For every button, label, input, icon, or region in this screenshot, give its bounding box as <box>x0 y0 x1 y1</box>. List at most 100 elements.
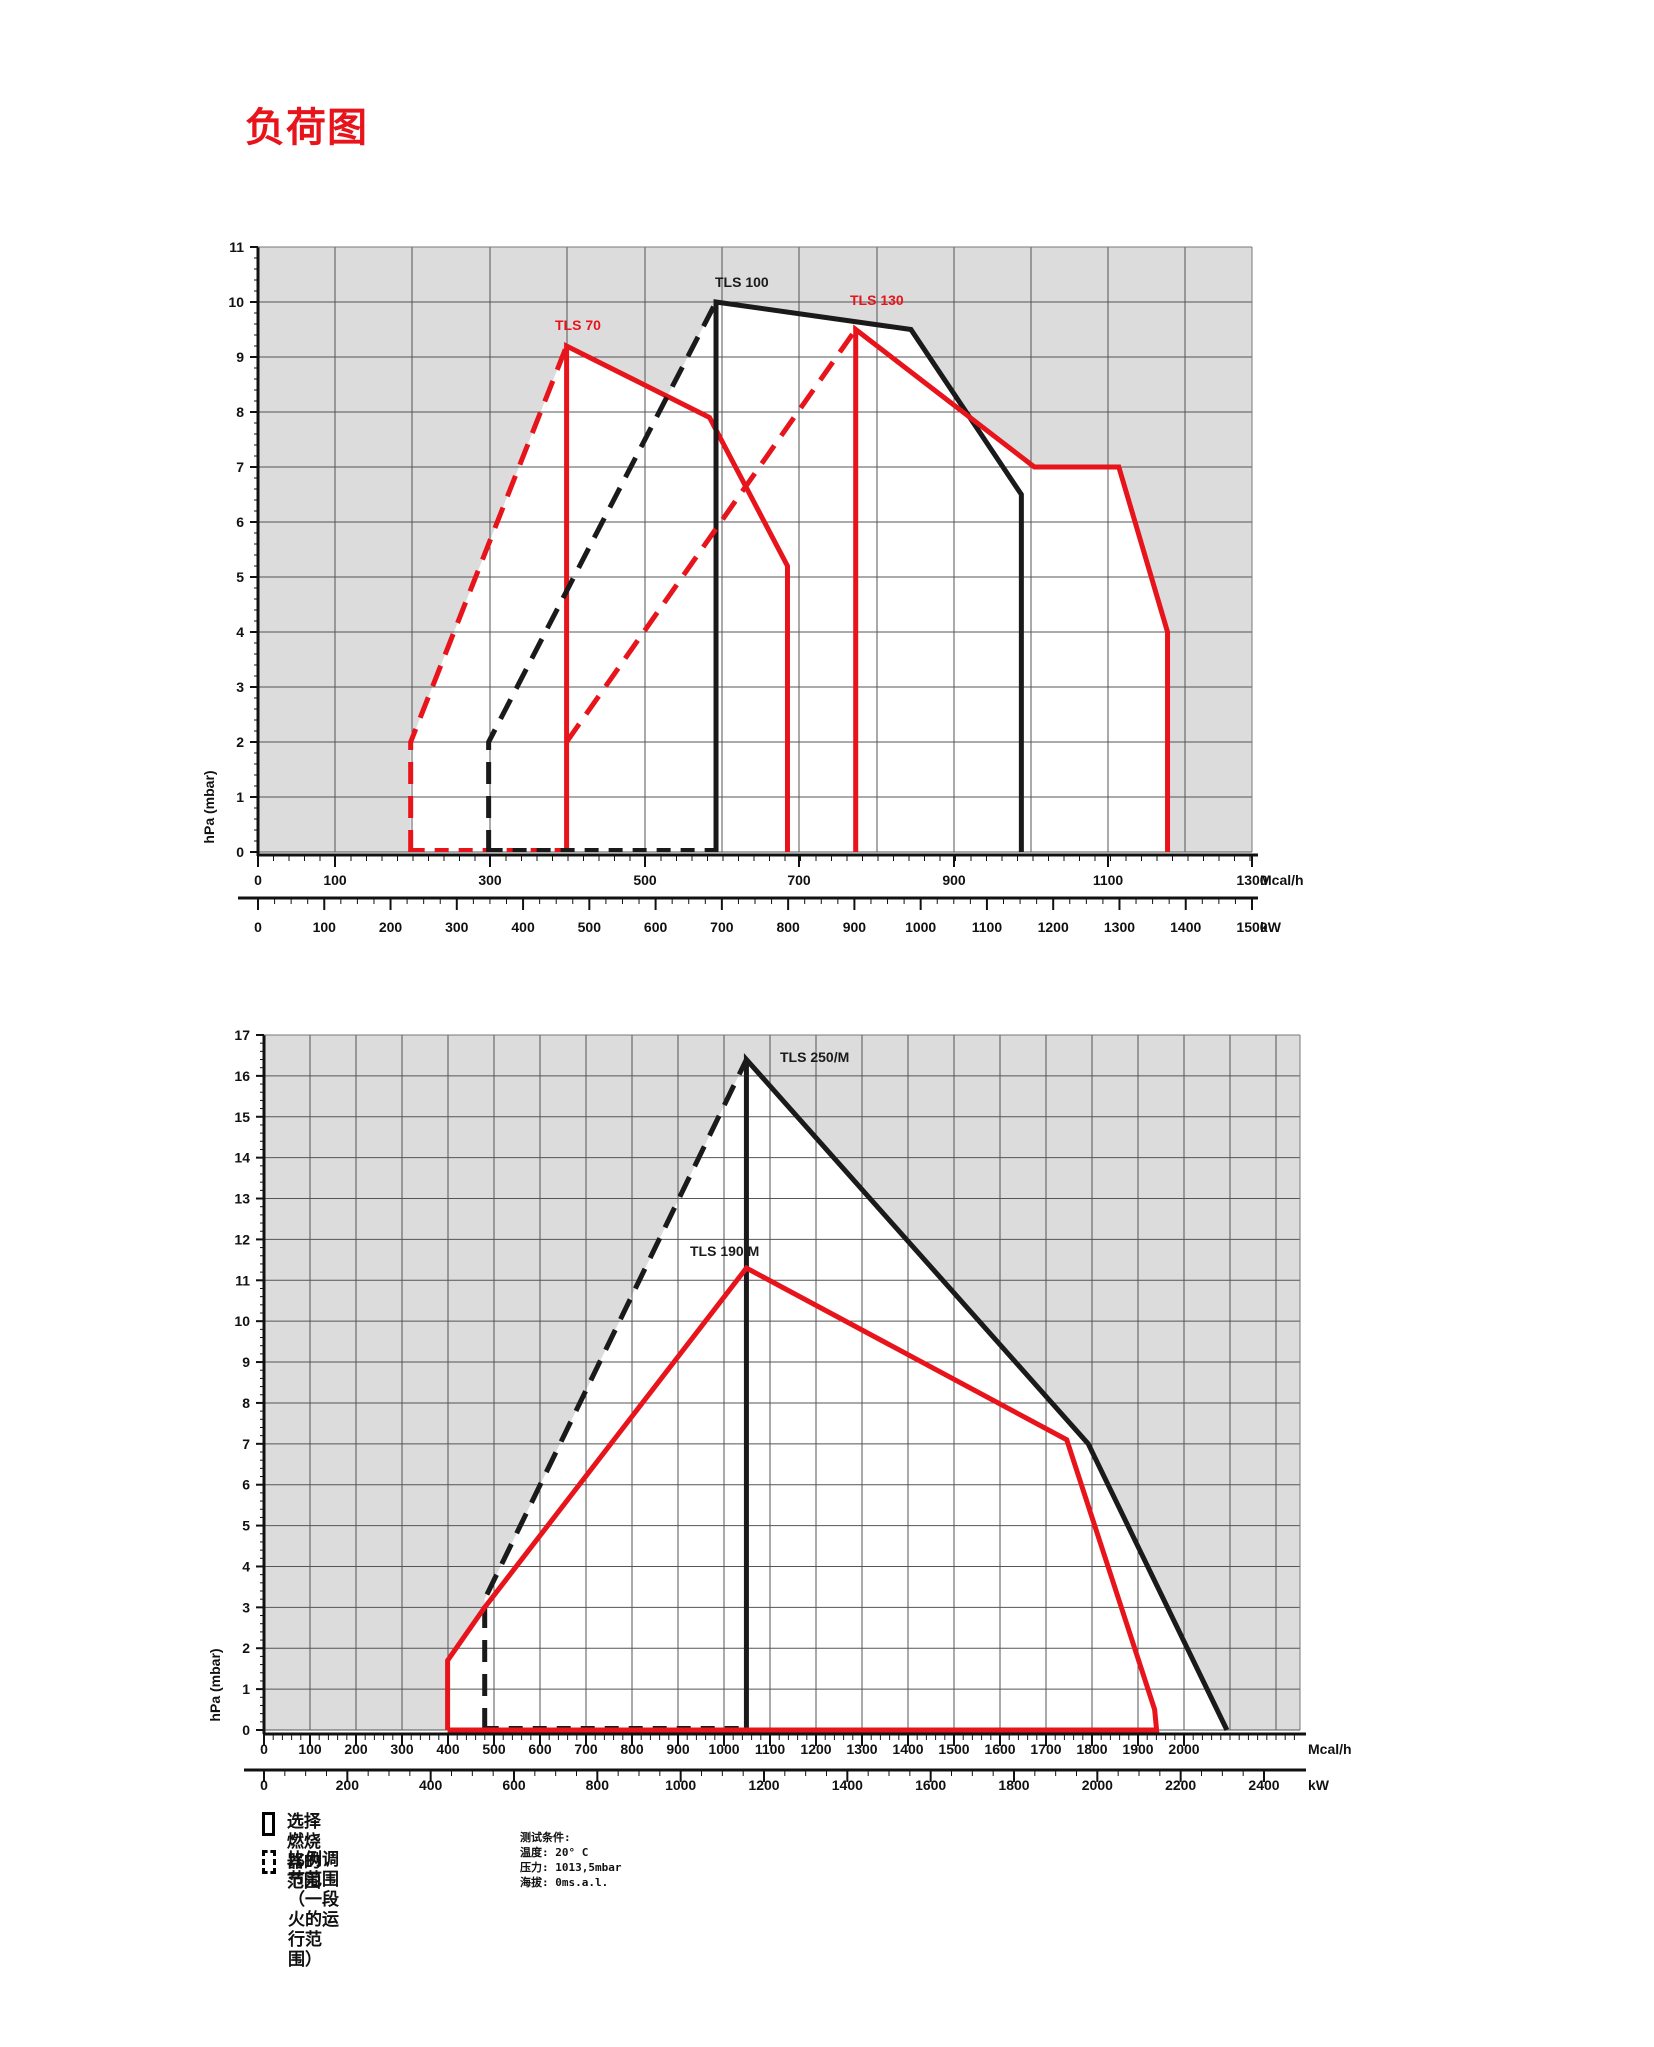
test-conditions-pressure: 压力: 1013,5mbar <box>520 1861 622 1874</box>
y-tick-label: 6 <box>242 1477 250 1493</box>
y-axis-label: hPa (mbar) <box>207 1648 223 1721</box>
series-label: TLS 190/M <box>690 1243 759 1259</box>
x-tick-label-mcal: 500 <box>633 872 657 888</box>
x-tick-label-kw: 1500 <box>1236 919 1267 935</box>
series-solid-TLS-190-M <box>445 1264 1160 1733</box>
x-tick-label-mcal: 1200 <box>800 1741 831 1757</box>
x-tick-label-kw: 500 <box>578 919 602 935</box>
x-tick-label-kw: 1600 <box>915 1777 946 1793</box>
x-tick-label-mcal: 1100 <box>1093 872 1124 888</box>
x-tick-label-kw: 100 <box>313 919 337 935</box>
x-tick-label-mcal: 1900 <box>1122 1741 1153 1757</box>
x-tick-label-kw: 1200 <box>748 1777 779 1793</box>
x-tick-label-kw: 0 <box>260 1777 268 1793</box>
x-tick-label-kw: 1100 <box>972 919 1003 935</box>
proportional-fill-2 <box>566 329 856 852</box>
series-dashed-TLS-130 <box>564 328 858 744</box>
x-tick-label-kw: 1400 <box>1170 919 1201 935</box>
y-tick-label: 7 <box>236 459 244 475</box>
x-tick-label-mcal: 1600 <box>984 1741 1015 1757</box>
x-tick-label-kw: 2400 <box>1248 1777 1279 1793</box>
legend-dashed-text: 比例调节范围 （一段火的运行范围） <box>288 1850 340 1970</box>
y-tick-label: 13 <box>234 1191 250 1207</box>
x-tick-label-mcal: 400 <box>436 1741 460 1757</box>
y-tick-label: 3 <box>236 679 244 695</box>
range-fill-2 <box>855 329 1168 852</box>
x-tick-label-kw: 1300 <box>1104 919 1135 935</box>
series-label: TLS 250/M <box>780 1049 849 1065</box>
y-tick-label: 14 <box>234 1150 250 1166</box>
y-tick-label: 2 <box>242 1640 250 1656</box>
test-conditions-temperature: 温度: 20° C <box>520 1846 589 1859</box>
y-tick-label: 4 <box>242 1558 250 1574</box>
y-tick-label: 9 <box>242 1354 250 1370</box>
x-tick-label-mcal: 0 <box>260 1741 268 1757</box>
y-tick-label: 16 <box>234 1068 250 1084</box>
x-tick-label-mcal: 1100 <box>755 1741 786 1757</box>
series-solid-TLS-70 <box>564 341 790 852</box>
y-tick-label: 0 <box>236 844 244 860</box>
x-tick-label-mcal: 1300 <box>846 1741 877 1757</box>
legend-dashed-label-1: 比例调节范围 <box>287 1850 339 1890</box>
x-tick-label-kw: 2000 <box>1082 1777 1113 1793</box>
series-dashed-TLS-250-M <box>482 1058 749 1730</box>
series-label: TLS 70 <box>555 317 601 333</box>
y-tick-label: 6 <box>236 514 244 530</box>
series-label: TLS 130 <box>850 292 904 308</box>
y-tick-label: 9 <box>236 349 244 365</box>
series-solid-TLS-130 <box>853 324 1171 852</box>
legend-dashed: 比例调节范围 （一段火的运行范围） <box>262 1850 340 1970</box>
y-tick-label: 17 <box>234 1027 250 1043</box>
x-tick-label-mcal: 1500 <box>938 1741 969 1757</box>
x-tick-label-kw: 700 <box>710 919 734 935</box>
x-tick-label-kw: 0 <box>254 919 262 935</box>
x-tick-label-kw: 400 <box>419 1777 443 1793</box>
test-conditions-altitude: 海拔: 0ms.a.l. <box>520 1876 609 1889</box>
x-tick-label-mcal: 200 <box>344 1741 368 1757</box>
y-tick-label: 5 <box>242 1518 250 1534</box>
x-tick-label-kw: 600 <box>644 919 668 935</box>
y-tick-label: 11 <box>229 239 244 255</box>
x-tick-label-mcal: 100 <box>323 872 347 888</box>
x-unit-mcal: Mcal/h <box>1260 872 1304 888</box>
y-tick-label: 1 <box>236 789 244 805</box>
series-solid-TLS-100 <box>713 299 1024 852</box>
y-tick-label: 10 <box>234 1313 250 1329</box>
x-tick-label-mcal: 500 <box>482 1741 506 1757</box>
series-dashed-TLS-100 <box>486 300 719 852</box>
x-tick-label-kw: 200 <box>336 1777 360 1793</box>
legend-solid-swatch <box>262 1812 275 1836</box>
series-label: TLS 100 <box>715 274 769 290</box>
y-tick-label: 3 <box>242 1599 250 1615</box>
series-dashed-TLS-70 <box>408 345 569 852</box>
x-tick-label-mcal: 1300 <box>1236 872 1267 888</box>
x-tick-label-kw: 200 <box>379 919 403 935</box>
series-solid-TLS-250-M <box>743 1052 1230 1732</box>
x-tick-label-mcal: 700 <box>574 1741 598 1757</box>
y-tick-label: 12 <box>234 1231 250 1247</box>
x-tick-label-kw: 800 <box>586 1777 610 1793</box>
x-tick-label-kw: 400 <box>511 919 535 935</box>
x-tick-label-mcal: 0 <box>254 872 262 888</box>
legend-dashed-label-2: （一段火的运行范围） <box>287 1890 339 1970</box>
x-tick-label-kw: 300 <box>445 919 469 935</box>
y-tick-label: 1 <box>242 1681 250 1697</box>
x-tick-label-kw: 1000 <box>905 919 936 935</box>
x-tick-label-kw: 600 <box>502 1777 526 1793</box>
x-tick-label-mcal: 2000 <box>1168 1741 1199 1757</box>
legend-solid-label: 选择燃烧器的范围 <box>286 1812 321 1892</box>
proportional-fill-0 <box>484 1059 747 1730</box>
y-tick-label: 4 <box>236 624 244 640</box>
x-tick-label-mcal: 1400 <box>892 1741 923 1757</box>
x-tick-label-mcal: 800 <box>620 1741 644 1757</box>
x-tick-label-mcal: 1000 <box>708 1741 739 1757</box>
x-unit-kw: kW <box>1260 919 1282 935</box>
chart-1: 0 1 2 3 4 5 6 7 8 9 10 11 TLS 70 TLS 100 TLS 130 0 100 30… <box>201 239 1304 935</box>
x-tick-label-mcal: 700 <box>787 872 811 888</box>
test-conditions-heading: 测试条件: <box>520 1831 571 1844</box>
x-tick-label-mcal: 300 <box>478 872 502 888</box>
x-tick-label-mcal: 300 <box>390 1741 414 1757</box>
y-tick-label: 5 <box>236 569 244 585</box>
